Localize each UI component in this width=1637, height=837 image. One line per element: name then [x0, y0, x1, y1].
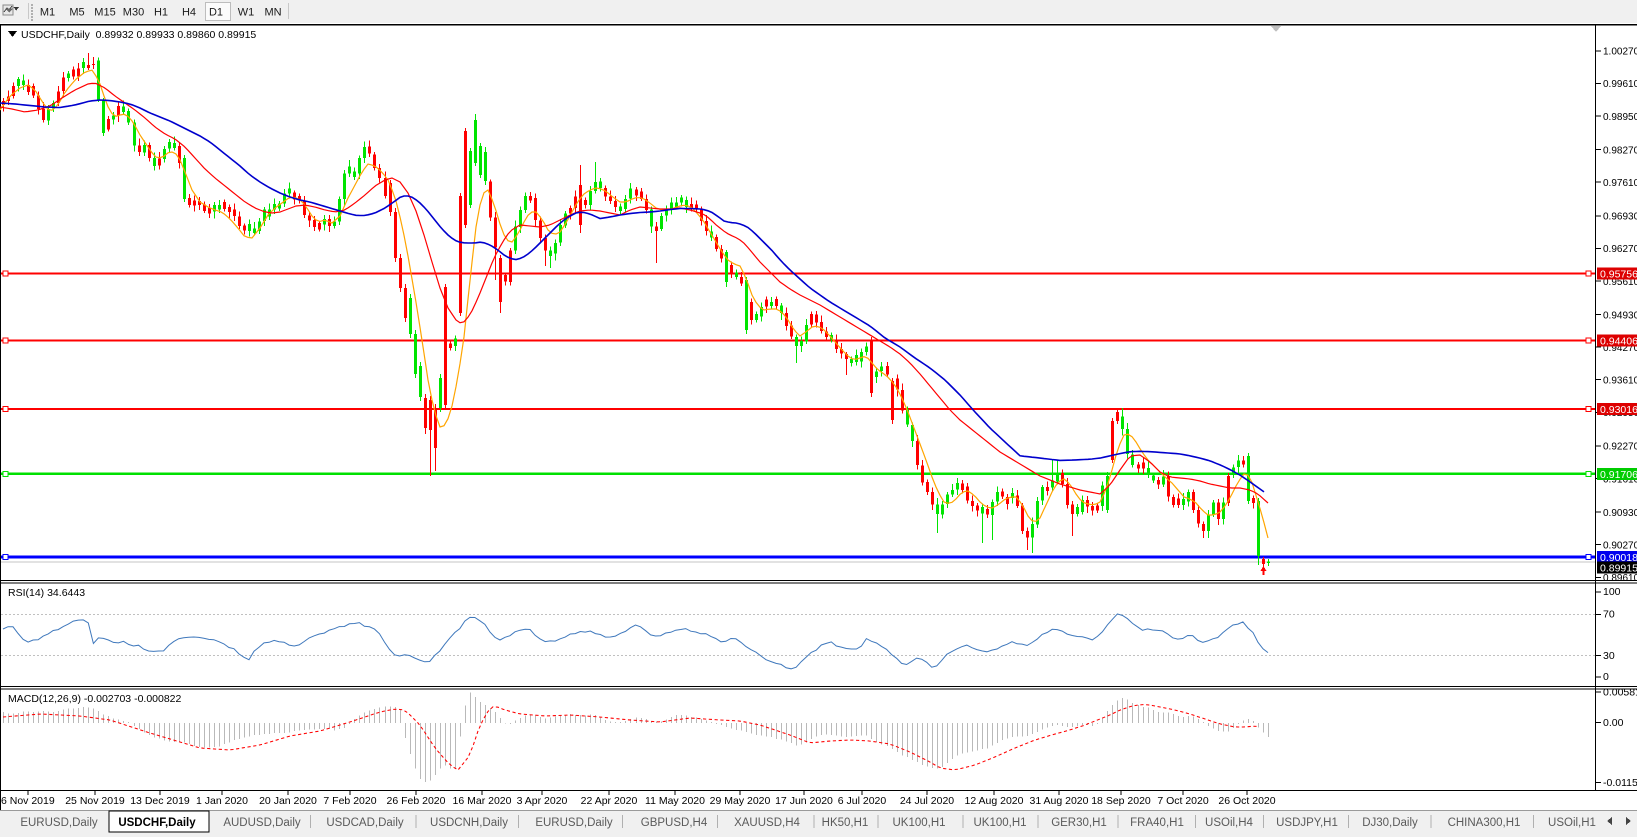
- svg-text:29 May 2020: 29 May 2020: [710, 795, 771, 807]
- svg-text:7 Oct 2020: 7 Oct 2020: [1157, 795, 1209, 807]
- svg-text:USOil,H4: USOil,H4: [1205, 817, 1254, 829]
- svg-text:0.98950: 0.98950: [1603, 112, 1637, 123]
- svg-text:0.98270: 0.98270: [1603, 145, 1637, 156]
- svg-text:26 Oct 2020: 26 Oct 2020: [1218, 795, 1275, 807]
- svg-text:M1: M1: [40, 7, 55, 19]
- svg-text:DJ30,Daily: DJ30,Daily: [1362, 817, 1418, 829]
- svg-text:12 Aug 2020: 12 Aug 2020: [965, 795, 1024, 807]
- svg-text:0.92270: 0.92270: [1603, 442, 1637, 453]
- svg-text:0.89610: 0.89610: [1603, 573, 1637, 584]
- svg-text:0.95756: 0.95756: [1600, 269, 1637, 281]
- svg-text:GER30,H1: GER30,H1: [1051, 817, 1107, 829]
- svg-text:3 Apr 2020: 3 Apr 2020: [517, 795, 568, 807]
- svg-text:20 Jan 2020: 20 Jan 2020: [259, 795, 317, 807]
- svg-text:CHINA300,H1: CHINA300,H1: [1448, 817, 1521, 829]
- svg-text:0.00: 0.00: [1603, 717, 1624, 729]
- svg-text:USDJPY,H1: USDJPY,H1: [1276, 817, 1338, 829]
- svg-text:25 Nov 2019: 25 Nov 2019: [65, 795, 125, 807]
- svg-text:-0.011514: -0.011514: [1603, 777, 1637, 789]
- svg-text:H1: H1: [154, 7, 168, 19]
- svg-text:6 Jul 2020: 6 Jul 2020: [838, 795, 887, 807]
- svg-text:M5: M5: [69, 7, 84, 19]
- svg-text:USOil,H1: USOil,H1: [1548, 817, 1596, 829]
- svg-text:UK100,H1: UK100,H1: [973, 817, 1026, 829]
- svg-text:MN: MN: [264, 7, 281, 19]
- svg-text:0.94270: 0.94270: [1603, 343, 1637, 354]
- svg-text:0.90270: 0.90270: [1603, 541, 1637, 552]
- svg-text:FRA40,H1: FRA40,H1: [1130, 817, 1184, 829]
- svg-text:24 Jul 2020: 24 Jul 2020: [900, 795, 954, 807]
- svg-text:MACD(12,26,9) -0.002703 -0.000: MACD(12,26,9) -0.002703 -0.000822: [8, 693, 182, 705]
- svg-text:USDCAD,Daily: USDCAD,Daily: [326, 817, 404, 829]
- svg-text:H4: H4: [182, 7, 196, 19]
- svg-text:6 Nov 2019: 6 Nov 2019: [1, 795, 55, 807]
- svg-text:16 Mar 2020: 16 Mar 2020: [453, 795, 512, 807]
- svg-text:0: 0: [1603, 671, 1609, 683]
- svg-text:0.97610: 0.97610: [1603, 178, 1637, 189]
- svg-text:30: 30: [1603, 650, 1615, 662]
- svg-text:0.96270: 0.96270: [1603, 244, 1637, 255]
- svg-text:0.93610: 0.93610: [1603, 376, 1637, 387]
- svg-text:XAUUSD,H4: XAUUSD,H4: [734, 817, 800, 829]
- svg-text:11 May 2020: 11 May 2020: [645, 795, 705, 807]
- svg-text:31 Aug 2020: 31 Aug 2020: [1030, 795, 1089, 807]
- svg-text:AUDUSD,Daily: AUDUSD,Daily: [223, 817, 301, 829]
- svg-text:0.99610: 0.99610: [1603, 79, 1637, 90]
- svg-text:7 Feb 2020: 7 Feb 2020: [323, 795, 376, 807]
- svg-text:0.94406: 0.94406: [1600, 335, 1637, 347]
- svg-text:M15: M15: [94, 7, 115, 19]
- svg-text:UK100,H1: UK100,H1: [892, 817, 945, 829]
- svg-text:W1: W1: [238, 7, 255, 19]
- svg-text:0.90930: 0.90930: [1603, 508, 1637, 519]
- svg-text:18 Sep 2020: 18 Sep 2020: [1091, 795, 1151, 807]
- svg-text:EURUSD,Daily: EURUSD,Daily: [535, 817, 613, 829]
- svg-text:0.95610: 0.95610: [1603, 277, 1637, 288]
- svg-text:1 Jan 2020: 1 Jan 2020: [196, 795, 248, 807]
- svg-text:17 Jun 2020: 17 Jun 2020: [775, 795, 833, 807]
- svg-text:0.96930: 0.96930: [1603, 212, 1637, 223]
- svg-text:RSI(14) 34.6443: RSI(14) 34.6443: [8, 587, 85, 599]
- svg-text:0.005818: 0.005818: [1603, 687, 1637, 699]
- svg-text:USDCHF,Daily: USDCHF,Daily: [118, 817, 196, 829]
- svg-text:0.89915: 0.89915: [1600, 563, 1637, 575]
- svg-text:0.93016: 0.93016: [1600, 404, 1637, 416]
- svg-text:GBPUSD,H4: GBPUSD,H4: [641, 817, 708, 829]
- svg-text:USDCNH,Daily: USDCNH,Daily: [430, 817, 508, 829]
- svg-text:HK50,H1: HK50,H1: [822, 817, 869, 829]
- svg-text:0.90018: 0.90018: [1600, 552, 1637, 564]
- svg-text:26 Feb 2020: 26 Feb 2020: [387, 795, 446, 807]
- svg-text:EURUSD,Daily: EURUSD,Daily: [20, 817, 98, 829]
- svg-text:M30: M30: [123, 7, 144, 19]
- svg-text:13 Dec 2019: 13 Dec 2019: [130, 795, 190, 807]
- svg-text:100: 100: [1603, 586, 1621, 598]
- svg-text:D1: D1: [209, 7, 223, 19]
- svg-text:0.94930: 0.94930: [1603, 310, 1637, 321]
- svg-text:70: 70: [1603, 609, 1615, 621]
- svg-text:22 Apr 2020: 22 Apr 2020: [581, 795, 638, 807]
- svg-text:0.91706: 0.91706: [1600, 469, 1637, 481]
- svg-text:1.00270: 1.00270: [1603, 47, 1637, 58]
- svg-text:USDCHF,Daily 0.89932 0.89933: USDCHF,Daily 0.89932 0.89933 0.89860 0.8…: [21, 29, 256, 41]
